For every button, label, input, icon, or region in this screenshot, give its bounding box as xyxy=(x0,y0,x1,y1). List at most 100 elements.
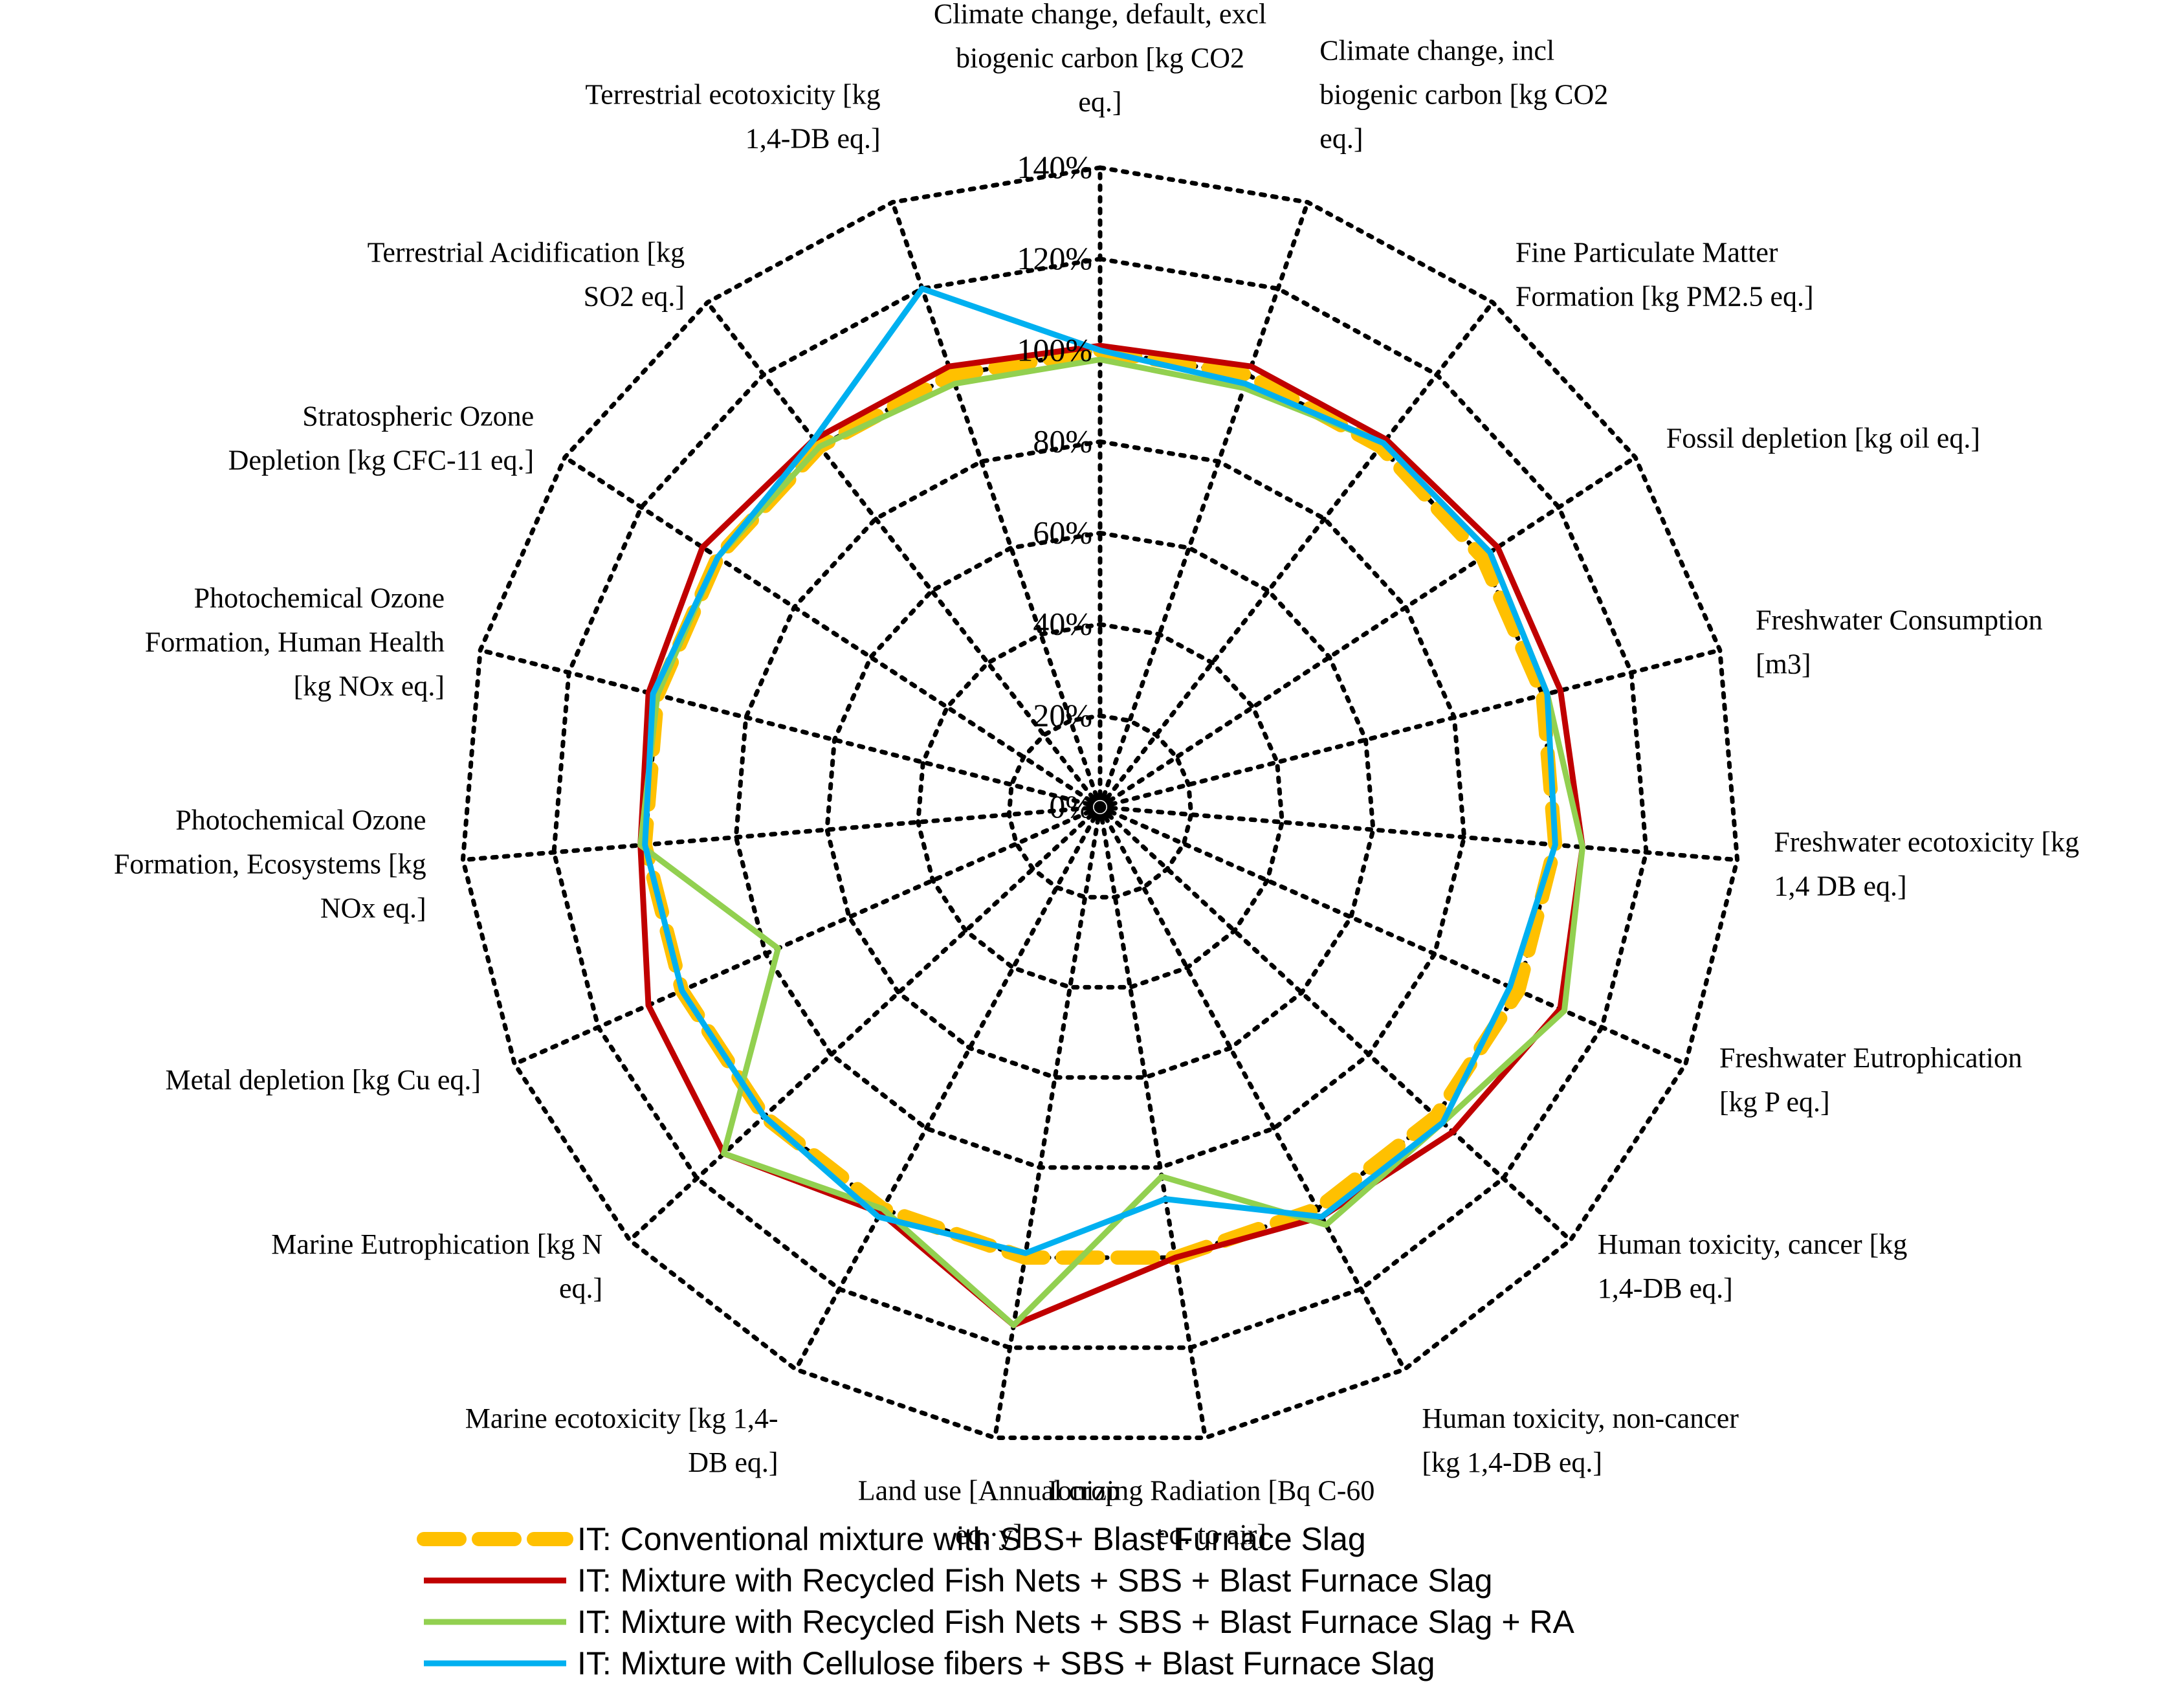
category-label-line: Formation, Human Health xyxy=(145,627,445,658)
tick-label: 120% xyxy=(1017,240,1092,276)
category-label-line: Photochemical Ozone xyxy=(194,582,445,614)
category-labels: Climate change, default, excl biogenic ca… xyxy=(114,0,2079,1551)
category-label-1: Climate change, default, excl biogenic ca… xyxy=(934,0,1266,118)
category-label-line: Fossil depletion [kg oil eq.] xyxy=(1666,422,1980,454)
tick-label: 20% xyxy=(1033,697,1092,733)
category-label-line: [kg P eq.] xyxy=(1719,1086,1830,1118)
category-label-12: Marine ecotoxicity [kg 1,4- DB eq.] xyxy=(465,1403,778,1478)
category-label-5: Freshwater Consumption [m3] xyxy=(1756,604,2043,680)
grid-spoke xyxy=(478,648,1103,810)
category-label-9: Human toxicity, non-cancer [kg 1,4-DB eq.… xyxy=(1422,1403,1739,1478)
radar-grid xyxy=(460,165,1740,1440)
category-label-line: NOx eq.] xyxy=(320,892,426,924)
grid-spoke xyxy=(705,300,1103,810)
category-label-line: 1,4-DB eq.] xyxy=(745,123,881,155)
legend-label: IT: Mixture with Recycled Fish Nets + SB… xyxy=(577,1562,1492,1599)
grid-ring-20 xyxy=(1006,713,1194,900)
legend-item-2: IT: Mixture with Recycled Fish Nets + SB… xyxy=(424,1562,1492,1599)
radar-series xyxy=(637,285,1585,1328)
category-label-line: Photochemical Ozone xyxy=(175,804,426,836)
category-label-6: Freshwater ecotoxicity [kg 1,4 DB eq.] xyxy=(1774,826,2079,902)
category-label-3: Fine Particulate Matter Formation [kg PM2… xyxy=(1516,236,1814,312)
category-label-line: Metal depletion [kg Cu eq.] xyxy=(165,1064,481,1096)
category-label-line: 1,4-DB eq.] xyxy=(1598,1272,1733,1304)
grid-ring-60 xyxy=(824,531,1376,1080)
category-label-line: SO2 eq.] xyxy=(584,280,685,312)
tick-label: 80% xyxy=(1033,423,1092,459)
category-label-10: Ionizing Radiation [Bq C-60 eq. to air] xyxy=(1048,1475,1375,1551)
category-label-line: Formation, Ecosystems [kg xyxy=(114,848,426,880)
category-label-line: [kg NOx eq.] xyxy=(294,671,445,702)
grid-ring-80 xyxy=(733,439,1467,1170)
grid-spoke xyxy=(890,200,1103,810)
grid-spoke xyxy=(627,804,1103,1243)
grid-spoke xyxy=(562,455,1103,810)
category-label-line: Depletion [kg CFC-11 eq.] xyxy=(228,444,535,476)
category-label-line: Terrestrial ecotoxicity [kg xyxy=(585,79,880,111)
category-label-8: Human toxicity, cancer [kg 1,4-DB eq.] xyxy=(1598,1228,1908,1304)
grid-ring-40 xyxy=(916,622,1285,990)
category-label-17: Stratospheric Ozone Depletion [kg CFC-11 … xyxy=(228,400,535,476)
series-line-2 xyxy=(637,342,1585,1328)
category-label-2: Climate change, incl biogenic carbon [kg … xyxy=(1319,35,1608,155)
category-label-16: Photochemical Ozone Formation, Human Heal… xyxy=(145,582,445,702)
legend-label: IT: Conventional mixture with SBS+ Blast… xyxy=(577,1521,1366,1557)
category-label-line: Stratospheric Ozone xyxy=(302,400,534,432)
grid-spoke xyxy=(992,804,1103,1440)
tick-label: 100% xyxy=(1017,331,1092,368)
category-label-4: Fossil depletion [kg oil eq.] xyxy=(1666,422,1980,454)
category-label-line: biogenic carbon [kg CO2 xyxy=(1319,79,1608,111)
tick-label: 60% xyxy=(1033,515,1092,551)
grid-spoke xyxy=(1098,804,1407,1372)
category-label-line: [m3] xyxy=(1756,649,1811,680)
category-label-line: Terrestrial Acidification [kg xyxy=(368,236,685,268)
category-label-18: Terrestrial Acidification [kg SO2 eq.] xyxy=(368,236,685,312)
category-label-line: eq. to air] xyxy=(1156,1519,1266,1551)
category-label-7: Freshwater Eutrophication [kg P eq.] xyxy=(1719,1042,2022,1118)
category-label-line: Human toxicity, cancer [kg xyxy=(1598,1228,1908,1260)
category-label-line: Freshwater ecotoxicity [kg xyxy=(1774,826,2079,858)
legend-item-3: IT: Mixture with Recycled Fish Nets + SB… xyxy=(424,1604,1575,1640)
grid-spoke xyxy=(1098,804,1740,863)
category-label-line: Land use [Annual crop xyxy=(858,1475,1120,1507)
category-label-line: Marine ecotoxicity [kg 1,4- xyxy=(465,1403,778,1434)
grid-ring-120 xyxy=(551,256,1649,1350)
tick-label: 0% xyxy=(1049,788,1092,825)
legend-label: IT: Mixture with Recycled Fish Nets + SB… xyxy=(577,1604,1575,1640)
category-label-line: Freshwater Eutrophication xyxy=(1719,1042,2022,1074)
grid-spoke xyxy=(1098,804,1688,1067)
category-label-line: Freshwater Consumption xyxy=(1756,604,2043,636)
grid-spoke xyxy=(512,804,1103,1067)
grid-spoke xyxy=(1098,200,1310,810)
category-label-line: Climate change, default, excl xyxy=(934,0,1266,30)
legend-label: IT: Mixture with Cellulose fibers + SBS … xyxy=(577,1645,1435,1681)
legend: IT: Conventional mixture with SBS+ Blast… xyxy=(417,1521,1575,1681)
category-label-line: Ionizing Radiation [Bq C-60 xyxy=(1048,1475,1375,1507)
category-label-line: eq.] xyxy=(1078,86,1121,118)
category-label-11: Land use [Annual crop eq.·y] xyxy=(858,1475,1120,1551)
category-label-line: Human toxicity, non-cancer xyxy=(1422,1403,1739,1434)
grid-spoke xyxy=(1098,804,1573,1243)
grid-spoke xyxy=(1098,300,1495,810)
category-label-line: biogenic carbon [kg CO2 xyxy=(956,42,1244,74)
category-label-13: Marine Eutrophication [kg N eq.] xyxy=(271,1228,602,1304)
category-label-line: Fine Particulate Matter xyxy=(1516,236,1778,268)
category-label-line: Climate change, incl xyxy=(1319,35,1554,67)
tick-label: 140% xyxy=(1017,149,1092,185)
grid-spoke xyxy=(793,804,1103,1372)
category-label-line: eq.] xyxy=(1319,123,1363,155)
tick-label: 40% xyxy=(1033,606,1092,642)
grid-spoke xyxy=(460,804,1103,863)
category-label-19: Terrestrial ecotoxicity [kg 1,4-DB eq.] xyxy=(585,79,880,155)
grid-spoke xyxy=(1098,455,1638,810)
legend-item-1: IT: Conventional mixture with SBS+ Blast… xyxy=(417,1521,1366,1557)
series-line-4 xyxy=(642,285,1558,1256)
grid-spoke xyxy=(1098,648,1723,810)
category-label-line: [kg 1,4-DB eq.] xyxy=(1422,1447,1602,1478)
category-label-line: eq.] xyxy=(559,1272,602,1304)
grid-center-ring xyxy=(1089,796,1111,818)
category-label-line: eq.·y] xyxy=(955,1519,1022,1551)
grid-spoke xyxy=(1098,804,1208,1440)
legend-item-4: IT: Mixture with Cellulose fibers + SBS … xyxy=(424,1645,1435,1681)
